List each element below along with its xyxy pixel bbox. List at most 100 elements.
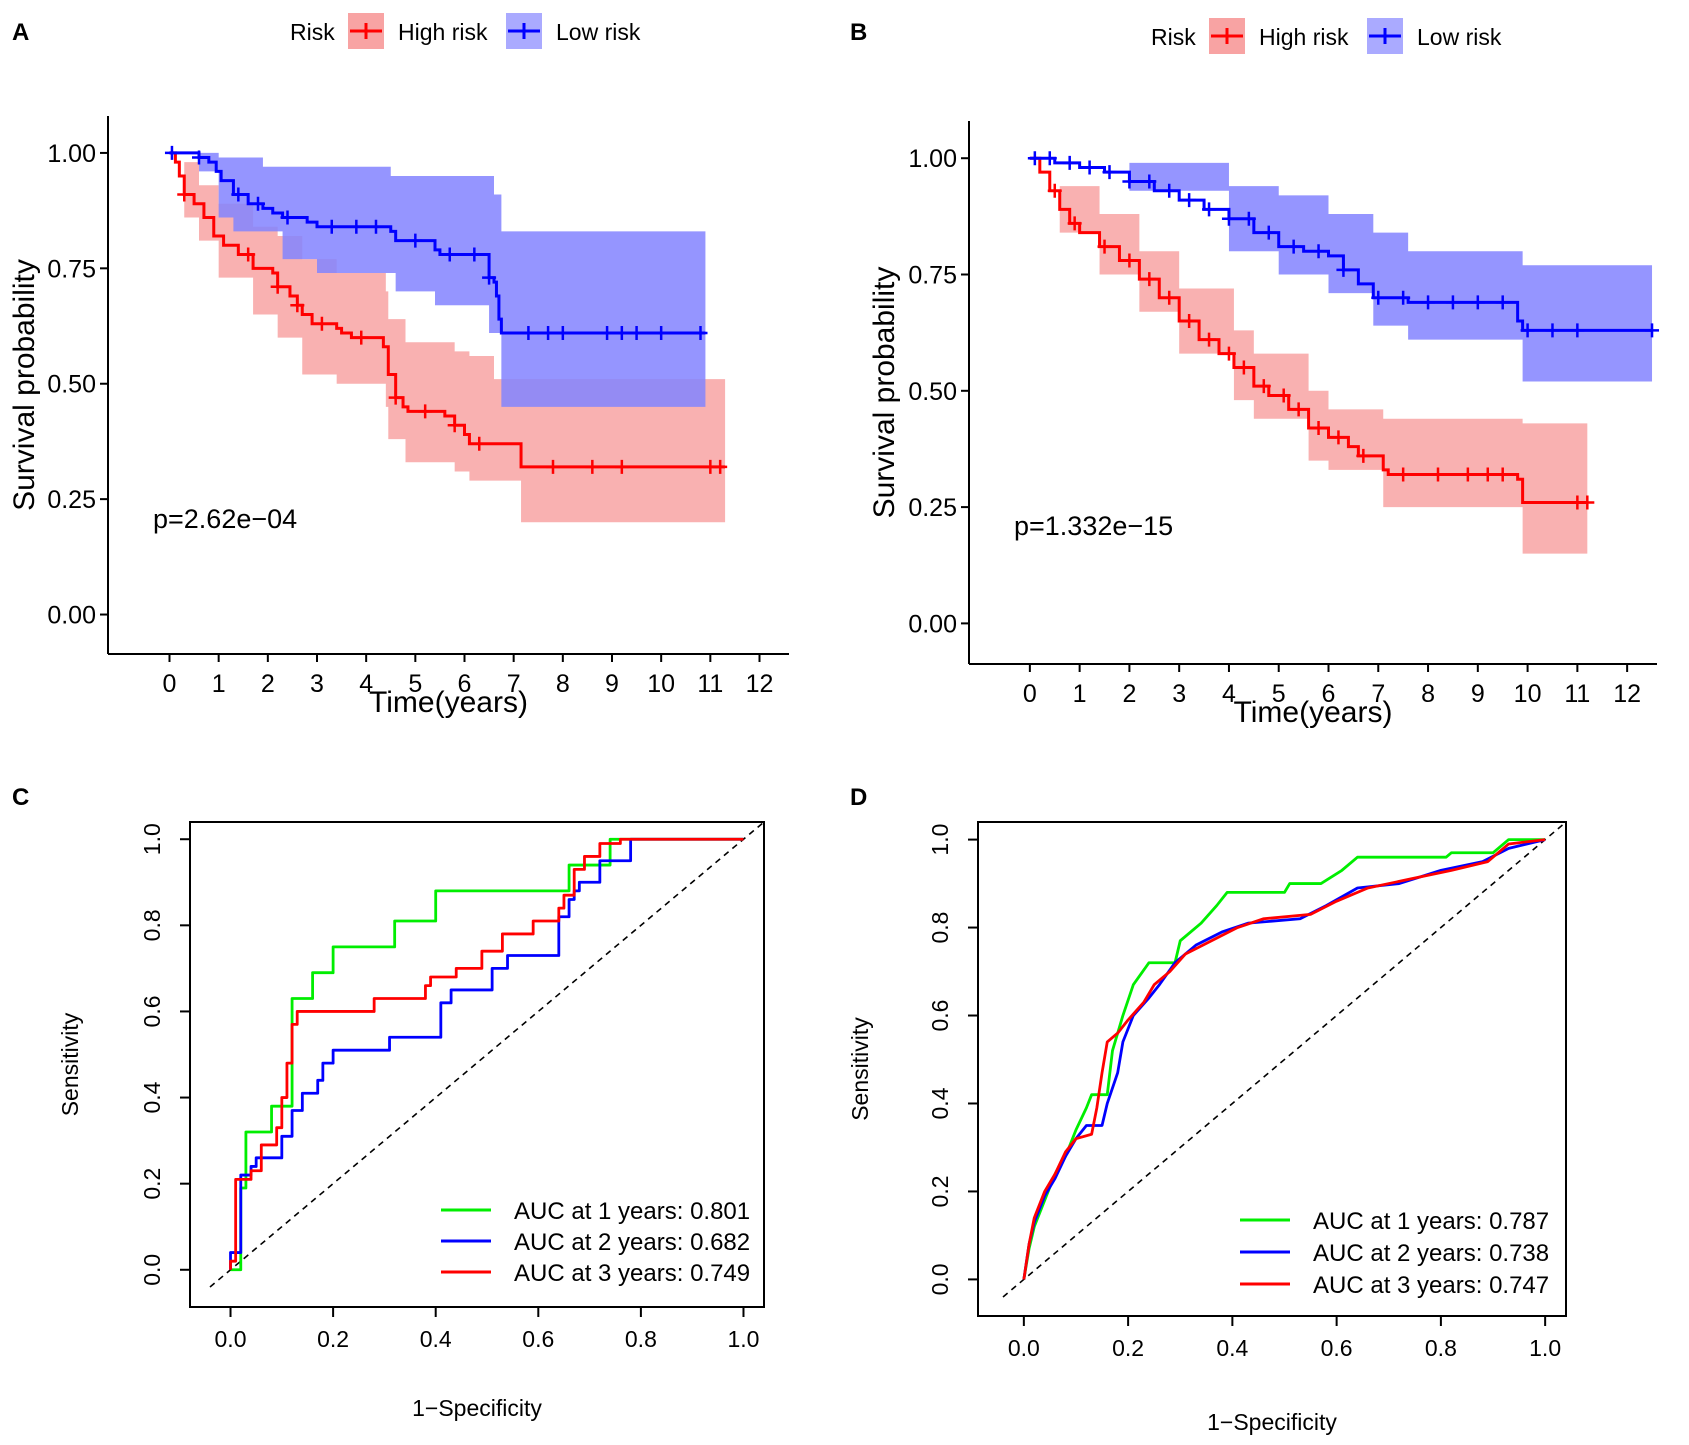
- x-tick-label: 0.6: [522, 1326, 554, 1352]
- y-tick-label: 1.00: [908, 145, 957, 173]
- censor-mark: [1182, 193, 1197, 208]
- x-axis-title: Time(years): [369, 686, 528, 719]
- y-tick-label: 0.2: [927, 1175, 953, 1207]
- x-tick-label: 11: [1564, 680, 1590, 708]
- y-tick-label: 0.6: [927, 1000, 953, 1032]
- censor-mark: [541, 325, 556, 340]
- legend-label: Low risk: [556, 19, 641, 45]
- x-tick-label: 2: [1122, 680, 1136, 708]
- censor-mark: [447, 418, 462, 433]
- censor-mark: [1027, 151, 1042, 166]
- x-tick-label: 4: [359, 670, 373, 698]
- censor-mark: [1291, 402, 1306, 417]
- censor-mark: [1241, 211, 1256, 226]
- x-tick-label: 10: [1514, 680, 1542, 708]
- p-value-annotation: p=1.332e−15: [1014, 511, 1173, 541]
- censor-mark: [1256, 379, 1271, 394]
- censor-mark: [1122, 253, 1137, 268]
- censor-mark: [693, 325, 708, 340]
- x-tick-label: 0.2: [1112, 1335, 1144, 1361]
- x-tick-label: 0.8: [1425, 1335, 1457, 1361]
- p-value-annotation: p=2.62e−04: [153, 504, 297, 534]
- censor-mark: [1221, 346, 1236, 361]
- censor-mark: [349, 219, 364, 234]
- y-tick-label: 0.4: [139, 1081, 165, 1113]
- x-tick-label: 1: [212, 670, 226, 698]
- confidence-bands: [1029, 158, 1653, 554]
- x-tick-label: 0.4: [1216, 1335, 1248, 1361]
- x-tick-label: 1.0: [727, 1326, 759, 1352]
- y-tick-label: 1.00: [47, 140, 96, 168]
- survival-curve-low-risk: [169, 151, 706, 335]
- x-tick-label: 12: [1613, 680, 1641, 708]
- panel-d: D 0.0 0.2 0.4 0.6 0.8 1.0 0.0 0.2 0.4 0.6 0.8 1.0 1−S…: [847, 784, 1567, 1435]
- censor-mark: [1097, 239, 1112, 254]
- censor-mark: [418, 404, 433, 419]
- y-tick-label: 1.0: [927, 824, 953, 856]
- x-tick-label: 0.6: [1321, 1335, 1353, 1361]
- x-tick-label: 9: [1471, 680, 1485, 708]
- censor-mark: [1142, 272, 1157, 287]
- x-tick-label: 4: [1222, 680, 1236, 708]
- legend-label: AUC at 3 years: 0.747: [1313, 1272, 1549, 1299]
- censor-mark: [614, 325, 629, 340]
- legend-label: High risk: [398, 19, 488, 45]
- y-tick-label: 0.25: [47, 486, 96, 514]
- censor-mark: [1445, 295, 1460, 310]
- censor-mark: [1202, 332, 1217, 347]
- panel-letter: C: [12, 784, 29, 811]
- censor-mark: [1311, 244, 1326, 259]
- censor-mark: [1182, 314, 1197, 329]
- censor-mark: [1067, 216, 1082, 231]
- legend-label: AUC at 1 years: 0.801: [514, 1198, 750, 1225]
- censor-mark: [1221, 211, 1236, 226]
- censor-mark: [354, 330, 369, 345]
- x-tick-label: 10: [647, 670, 675, 698]
- censor-mark: [324, 219, 339, 234]
- x-tick-label: 0: [1023, 680, 1037, 708]
- roc-curve-3-year: [1022, 838, 1546, 1280]
- legend-label: AUC at 3 years: 0.749: [514, 1260, 750, 1287]
- y-tick-label: 0.50: [47, 371, 96, 399]
- y-tick-label: 0.00: [47, 602, 96, 630]
- confidence-band-high-risk: [169, 152, 726, 523]
- censor-mark: [280, 210, 295, 225]
- censor-mark: [1042, 151, 1057, 166]
- censor-mark: [231, 187, 246, 202]
- censor-mark: [1276, 388, 1291, 403]
- censor-mark: [1545, 323, 1560, 338]
- censor-mark: [1162, 290, 1177, 305]
- survival-curve-low-risk: [1029, 156, 1653, 332]
- censor-mark: [369, 219, 383, 234]
- plot-frame: [977, 821, 1567, 1317]
- censor-mark: [192, 150, 206, 165]
- x-tick-label: 2: [261, 670, 275, 698]
- censor-mark: [482, 270, 497, 285]
- censor-mark: [1047, 183, 1062, 198]
- x-tick-label: 8: [1421, 680, 1435, 708]
- x-axis-title: Time(years): [1234, 696, 1393, 729]
- legend-label: AUC at 2 years: 0.738: [1313, 1240, 1549, 1267]
- x-axis-title: 1−Specificity: [412, 1395, 542, 1421]
- censor-mark: [1470, 295, 1485, 310]
- x-tick-label: 6: [458, 670, 472, 698]
- x-tick-label: 12: [746, 670, 774, 698]
- censor-mark: [585, 459, 600, 474]
- censor-mark: [546, 459, 560, 474]
- censor-mark: [1286, 239, 1301, 254]
- x-tick-label: 0.4: [420, 1326, 452, 1352]
- legend-title: Risk: [290, 19, 335, 45]
- censor-mark: [1580, 495, 1595, 510]
- censor-mark: [177, 187, 192, 202]
- legend-label: Low risk: [1417, 24, 1502, 50]
- censor-mark: [1311, 421, 1326, 436]
- roc-curve-3-year: [229, 837, 744, 1270]
- censor-mark: [1236, 360, 1251, 375]
- x-tick-label: 7: [1371, 680, 1385, 708]
- x-tick-label: 5: [408, 670, 422, 698]
- censor-mark: [408, 233, 423, 248]
- x-tick-label: 11: [697, 670, 723, 698]
- x-tick-label: 3: [310, 670, 324, 698]
- censor-mark: [1202, 202, 1217, 217]
- censor-mark: [629, 325, 644, 340]
